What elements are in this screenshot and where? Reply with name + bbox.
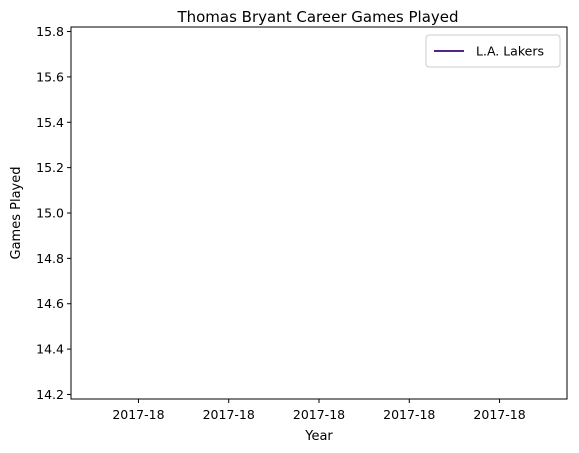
x-tick-label: 2017-18 <box>112 407 164 422</box>
legend-label-lakers: L.A. Lakers <box>476 44 544 59</box>
y-tick-label: 14.4 <box>36 342 64 357</box>
y-tick-label: 14.2 <box>36 387 64 402</box>
y-tick-label: 15.6 <box>36 69 64 84</box>
chart-title: Thomas Bryant Career Games Played <box>176 8 458 26</box>
x-axis-label: Year <box>304 429 333 444</box>
y-tick-label: 15.8 <box>36 24 64 39</box>
y-tick-label: 14.8 <box>36 251 64 266</box>
x-axis-ticks: 2017-18 2017-18 2017-18 2017-18 2017-18 <box>112 399 526 422</box>
x-tick-label: 2017-18 <box>203 407 255 422</box>
plot-frame <box>70 26 568 400</box>
x-tick-label: 2017-18 <box>383 407 435 422</box>
y-axis-ticks: 14.2 14.4 14.6 14.8 15.0 15.2 15.4 15.6 15.8 <box>36 24 71 402</box>
x-tick-label: 2017-18 <box>473 407 525 422</box>
y-axis-label: Games Played <box>9 167 24 260</box>
legend: L.A. Lakers <box>425 34 561 68</box>
y-tick-label: 15.2 <box>36 160 64 175</box>
y-tick-label: 14.6 <box>36 296 64 311</box>
legend-box <box>425 34 561 68</box>
y-tick-label: 15.0 <box>36 206 64 221</box>
x-tick-label: 2017-18 <box>293 407 345 422</box>
y-tick-label: 15.4 <box>36 115 64 130</box>
